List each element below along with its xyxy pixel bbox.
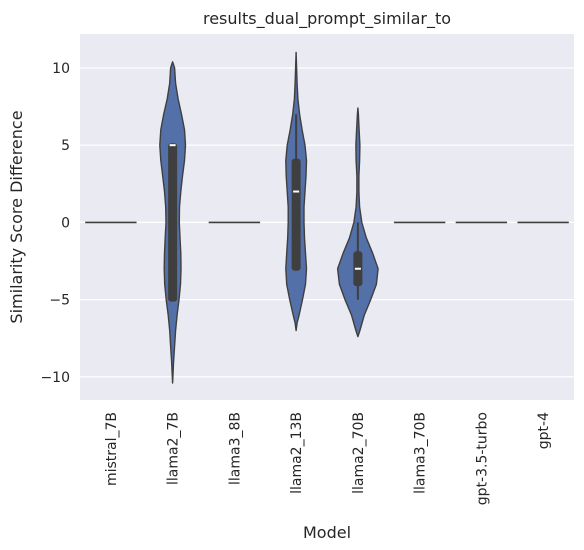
violin-quartile-box xyxy=(168,143,178,302)
y-tick-label: −5 xyxy=(49,293,70,309)
x-axis-label: Model xyxy=(303,523,351,542)
x-tick-label: llama2_70B xyxy=(351,412,367,494)
x-tick-label: gpt-3.5-turbo xyxy=(474,412,490,505)
y-tick-label: −10 xyxy=(40,370,70,386)
x-tick-label: llama2_7B xyxy=(166,412,182,485)
x-tick-label: llama3_8B xyxy=(227,412,243,485)
y-tick-label: 10 xyxy=(52,61,70,77)
y-axis-label: Similarity Score Difference xyxy=(7,110,26,323)
chart-title: results_dual_prompt_similar_to xyxy=(203,9,451,29)
x-tick-label: llama2_13B xyxy=(289,412,305,494)
y-tick-label: 5 xyxy=(61,138,70,154)
y-tick-labels: −10 −5 0 5 10 xyxy=(40,61,70,386)
plot-area xyxy=(80,34,574,400)
y-tick-label: 0 xyxy=(61,215,70,231)
violin-body xyxy=(336,107,379,338)
x-tick-labels: mistral_7B llama2_7B llama3_8B llama2_13B ll… xyxy=(104,412,552,505)
x-tick-label: llama3_70B xyxy=(413,412,429,494)
violins xyxy=(85,51,569,384)
violin-quartile-box xyxy=(291,158,301,271)
x-tick-label: mistral_7B xyxy=(104,412,120,486)
x-tick-label: gpt-4 xyxy=(536,412,552,449)
